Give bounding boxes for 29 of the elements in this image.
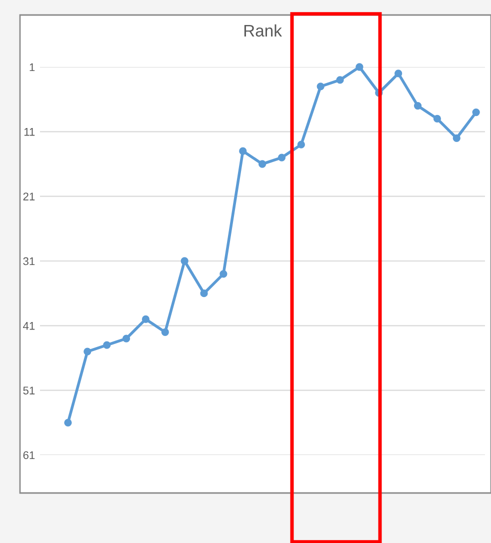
y-tick-label: 61 xyxy=(23,451,35,460)
point xyxy=(103,341,111,349)
point xyxy=(220,270,228,278)
y-tick-label: 31 xyxy=(23,257,35,266)
y-tick-label: 21 xyxy=(23,192,35,200)
y-tick-label: 11 xyxy=(24,128,35,136)
point xyxy=(278,154,286,162)
point xyxy=(258,160,266,168)
point xyxy=(336,76,344,84)
point xyxy=(142,315,150,324)
point xyxy=(452,134,460,142)
point xyxy=(356,63,364,71)
point xyxy=(433,114,442,123)
point xyxy=(122,334,130,342)
point xyxy=(316,82,324,90)
point xyxy=(394,70,402,78)
point xyxy=(64,418,72,426)
point xyxy=(414,102,422,110)
point xyxy=(84,348,92,356)
point xyxy=(200,290,208,298)
point xyxy=(297,140,305,148)
point xyxy=(472,108,480,116)
chart-title: Rank xyxy=(244,24,282,37)
point xyxy=(161,328,169,336)
point xyxy=(180,257,188,265)
point xyxy=(239,147,247,155)
y-tick-label: 1 xyxy=(30,63,35,72)
y-tick-label: 51 xyxy=(23,386,35,394)
y-tick-label: 41 xyxy=(23,322,35,330)
